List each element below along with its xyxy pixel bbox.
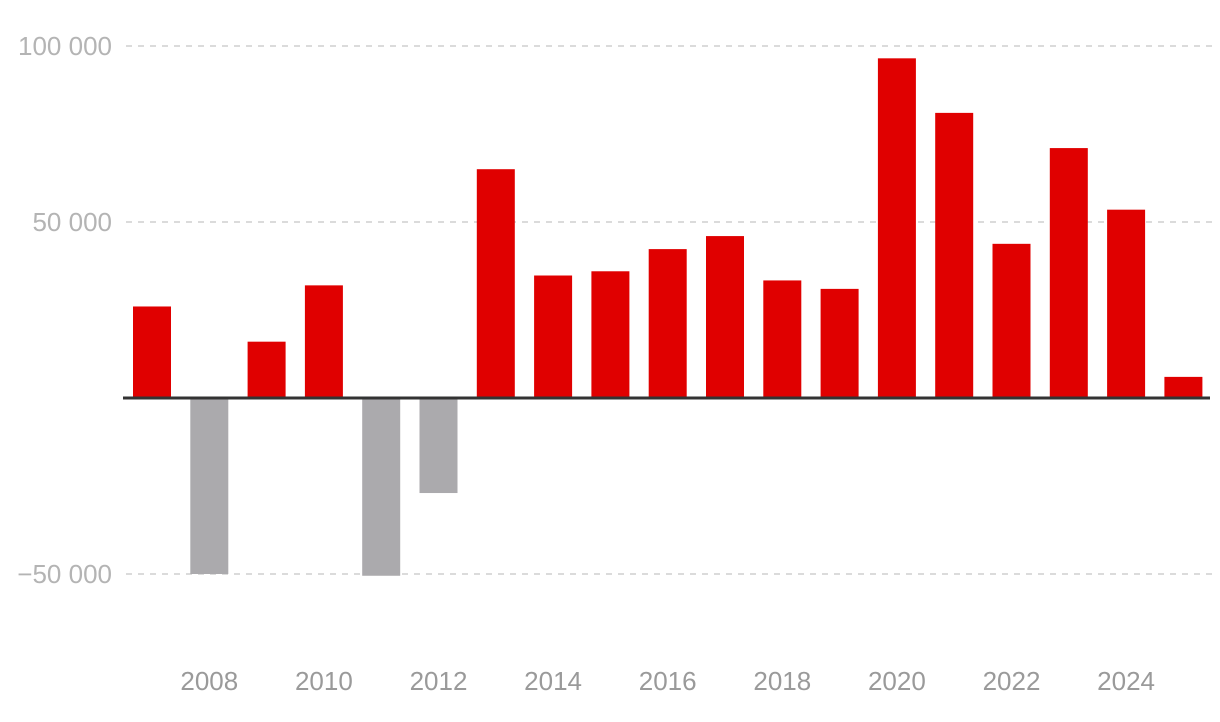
bar-2017 xyxy=(706,236,744,398)
bar-2012 xyxy=(419,398,458,494)
bar-2021 xyxy=(935,112,974,398)
bar-2018 xyxy=(763,280,802,398)
bar-2016 xyxy=(648,249,687,398)
x-tick-label: 2016 xyxy=(639,666,697,696)
x-axis-tick-labels: 2008 2010 2012 2014 2016 2018 2020 2022 2024 xyxy=(180,666,1155,696)
bar-2024 xyxy=(1107,209,1146,398)
bar-2019 xyxy=(820,288,859,398)
y-axis-tick-labels: 100 000 50 000 −50 000 xyxy=(17,31,112,589)
bar-2014 xyxy=(534,275,573,398)
bar-2015 xyxy=(591,271,630,398)
bar-2020 xyxy=(877,58,916,398)
x-tick-label: 2022 xyxy=(983,666,1041,696)
y-tick-label: 50 000 xyxy=(32,207,112,237)
x-tick-label: 2018 xyxy=(753,666,811,696)
bar-2011 xyxy=(362,398,401,576)
x-tick-label: 2012 xyxy=(410,666,468,696)
bar-2009 xyxy=(247,341,286,398)
y-tick-label: −50 000 xyxy=(17,559,112,589)
x-tick-label: 2024 xyxy=(1097,666,1155,696)
y-tick-label: 100 000 xyxy=(18,31,112,61)
bar-2025 xyxy=(1164,376,1203,398)
gridlines xyxy=(126,45,1212,575)
bar-2022 xyxy=(992,243,1031,398)
bars xyxy=(133,58,1203,576)
x-tick-label: 2020 xyxy=(868,666,926,696)
bar-2010 xyxy=(304,285,343,398)
x-tick-label: 2010 xyxy=(295,666,353,696)
x-tick-label: 2008 xyxy=(180,666,238,696)
bar-2008 xyxy=(190,398,229,574)
bar-2007 xyxy=(133,306,171,398)
bar-2023 xyxy=(1049,148,1088,398)
x-tick-label: 2014 xyxy=(524,666,582,696)
bar-2013 xyxy=(476,169,515,398)
